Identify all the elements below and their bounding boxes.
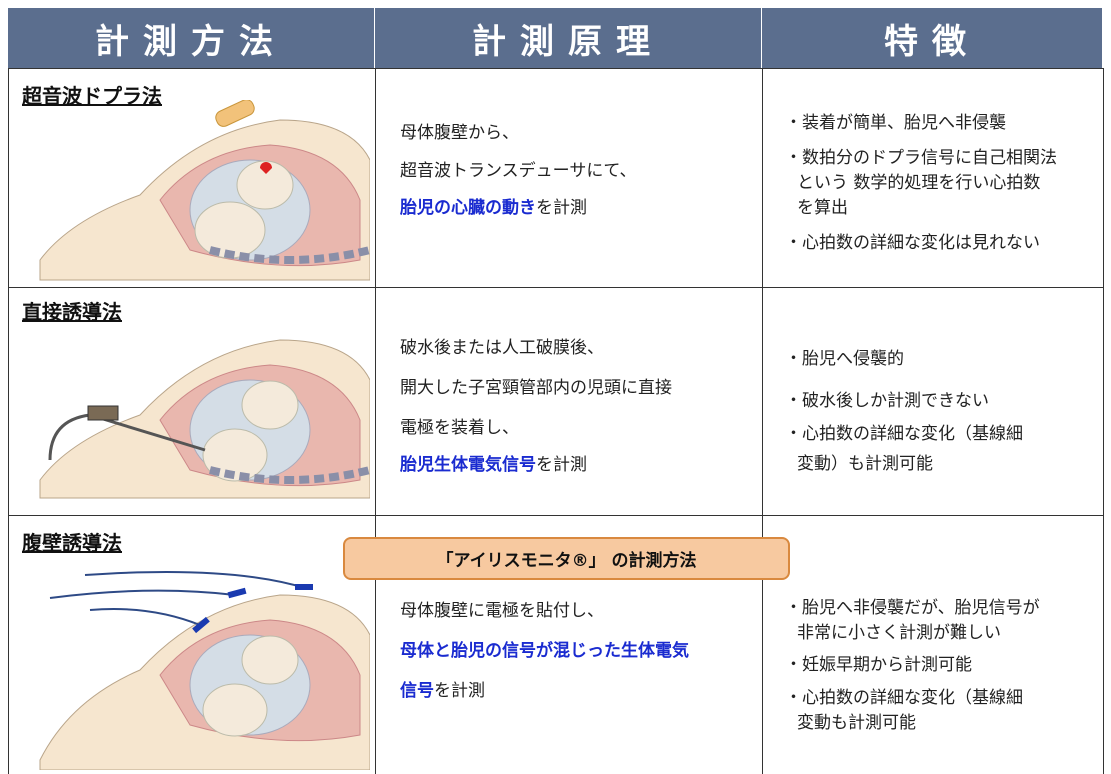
text: 母体腹壁に電極を貼付し、 [400,601,604,621]
grid-line [375,68,376,774]
grid-line [8,68,1104,69]
emphasis-text: 信号 [400,681,434,701]
text: 超音波トランスデューサにて、 [400,161,637,181]
feature-line: ・妊娠早期から計測可能 [785,655,972,675]
principle-line: 超音波トランスデューサにて、 [400,156,636,181]
principle-line: 信号を計測 [400,676,485,701]
feature-line: ・胎児へ非侵襲だが、胎児信号が [785,598,1040,618]
feature-line: 変動も計測可能 [797,713,916,733]
method-title: 直接誘導法 [22,300,122,324]
text: を計測 [434,681,485,701]
illustration-abdominal [39,571,370,770]
header-cell: 特徴 [762,8,1103,68]
emphasis-text: 胎児の心臓の動き [400,198,536,218]
text: 破水後または人工破膜後、 [400,338,604,358]
feature-line: ・装着が簡単、胎児へ非侵襲 [785,113,1006,133]
header-cell: 計測方法 [8,8,375,68]
feature-line: を算出 [797,198,848,218]
text: を計測 [536,455,587,475]
principle-line: 胎児の心臓の動きを計測 [400,193,587,218]
feature-line: 変動）も計測可能 [797,454,933,474]
grid-line [8,287,1104,288]
method-title: 腹壁誘導法 [22,531,122,555]
method-title: 超音波ドプラ法 [22,84,162,108]
grid-line [8,515,1104,516]
principle-line: 母体腹壁から、 [400,118,519,143]
feature-line: という 数学的処理を行い心拍数 [797,173,1041,193]
emphasis-text: 母体と胎児の信号が混じった生体電気 [400,641,689,661]
principle-line: 母体と胎児の信号が混じった生体電気 [400,636,689,661]
principle-line: 破水後または人工破膜後、 [400,333,604,358]
principle-line: 電極を装着し、 [400,413,519,438]
grid-line [762,68,763,774]
text: 電極を装着し、 [400,418,519,438]
callout: 「アイリスモニタ®」 の計測方法 [343,537,790,580]
feature-line: ・心拍数の詳細な変化は見れない [785,233,1040,253]
text: 開大した子宮頸管部内の児頭に直接 [400,378,672,398]
illustration-doppler [39,100,370,281]
illustration-direct [39,339,370,499]
feature-line: 非常に小さく計測が難しい [797,623,1001,643]
feature-line: ・破水後しか計測できない [785,391,989,411]
grid-line [1103,68,1104,774]
principle-line: 開大した子宮頸管部内の児頭に直接 [400,373,672,398]
text: を計測 [536,198,587,218]
feature-line: ・胎児へ侵襲的 [785,349,904,369]
text: 母体腹壁から、 [400,123,519,143]
emphasis-text: 胎児生体電気信号 [400,455,536,475]
principle-line: 胎児生体電気信号を計測 [400,450,587,475]
grid-line [8,68,9,774]
feature-line: ・数拍分のドプラ信号に自己相関法 [785,148,1057,168]
principle-line: 母体腹壁に電極を貼付し、 [400,596,604,621]
feature-line: ・心拍数の詳細な変化（基線細 [785,424,1023,444]
header-cell: 計測原理 [375,8,762,68]
feature-line: ・心拍数の詳細な変化（基線細 [785,688,1023,708]
